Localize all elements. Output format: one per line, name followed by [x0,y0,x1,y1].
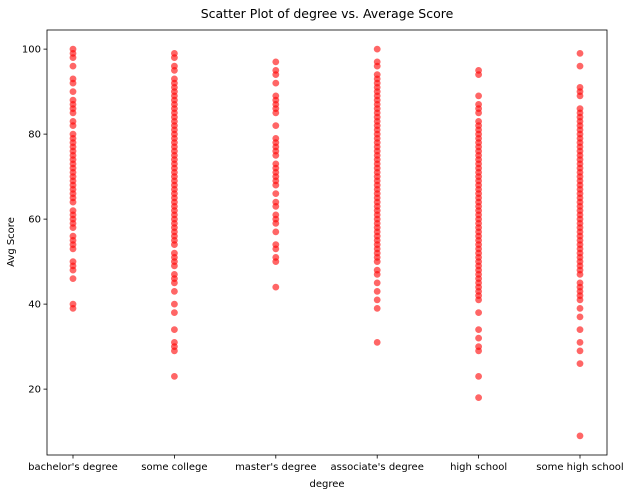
data-point [576,360,584,368]
data-point [373,62,381,70]
data-point [69,224,77,232]
y-axis-label: Avg Score [6,217,17,267]
data-point [272,151,280,159]
data-point [475,326,482,334]
y-tick-label: 100 [22,45,41,56]
data-point [69,304,77,312]
data-point [576,432,584,440]
data-point [272,228,280,236]
data-point [576,62,584,70]
x-tick-label: high school [450,462,507,473]
data-point [171,66,178,74]
data-point [475,92,482,100]
data-point [69,79,77,87]
data-point [576,313,584,321]
data-point [475,372,482,380]
data-point [272,79,280,87]
data-point [69,198,77,206]
data-point [475,296,482,304]
data-point [272,202,280,210]
data-point [272,58,280,66]
data-point [373,338,381,346]
data-point [69,245,77,253]
y-tick-label: 20 [28,385,41,396]
x-tick-label: associate's degree [331,462,424,473]
data-point [272,122,280,130]
data-point [171,287,178,295]
data-point [171,372,178,380]
data-point [373,279,381,287]
data-point [272,71,280,79]
x-tick-label: some college [141,462,207,473]
data-point [171,326,178,334]
data-point [373,270,381,278]
data-point [171,54,178,62]
data-point [272,181,280,189]
data-point [576,347,584,355]
data-point [171,262,178,270]
data-point [272,258,280,266]
data-point [69,54,77,62]
data-point [171,309,178,317]
chart-title: Scatter Plot of degree vs. Average Score [201,6,454,21]
data-point [69,266,77,274]
plot-area [46,29,608,456]
y-tick-label: 80 [28,130,41,141]
data-point [475,347,482,355]
data-point [171,347,178,355]
x-axis-label: degree [309,479,344,490]
x-axis: bachelor's degree some college master's de… [28,455,624,473]
data-point [373,45,381,53]
data-point [576,92,584,100]
x-tick-label: bachelor's degree [28,462,118,473]
data-point [373,304,381,312]
data-point [69,109,77,117]
y-tick-label: 60 [28,215,41,226]
data-point [272,245,280,253]
data-points [69,45,584,440]
x-tick-label: master's degree [235,462,316,473]
data-point [69,122,77,130]
data-point [69,275,77,283]
x-tick-label: some high school [536,462,623,473]
data-point [475,394,482,402]
data-point [576,338,584,346]
data-point [576,270,584,278]
data-point [475,109,482,117]
data-point [475,309,482,317]
data-point [373,296,381,304]
y-tick-label: 40 [28,300,41,311]
data-point [576,49,584,57]
y-axis: 20 40 60 80 100 [22,45,47,396]
data-point [576,304,584,312]
data-point [272,109,280,117]
data-point [272,219,280,227]
data-point [171,300,178,308]
data-point [576,296,584,304]
data-point [171,279,178,287]
data-point [272,283,280,291]
data-point [576,326,584,334]
data-point [69,88,77,96]
data-point [373,287,381,295]
data-point [475,334,482,342]
data-point [373,258,381,266]
data-point [69,62,77,70]
data-point [475,71,482,79]
data-point [171,241,178,249]
data-point [272,190,280,198]
